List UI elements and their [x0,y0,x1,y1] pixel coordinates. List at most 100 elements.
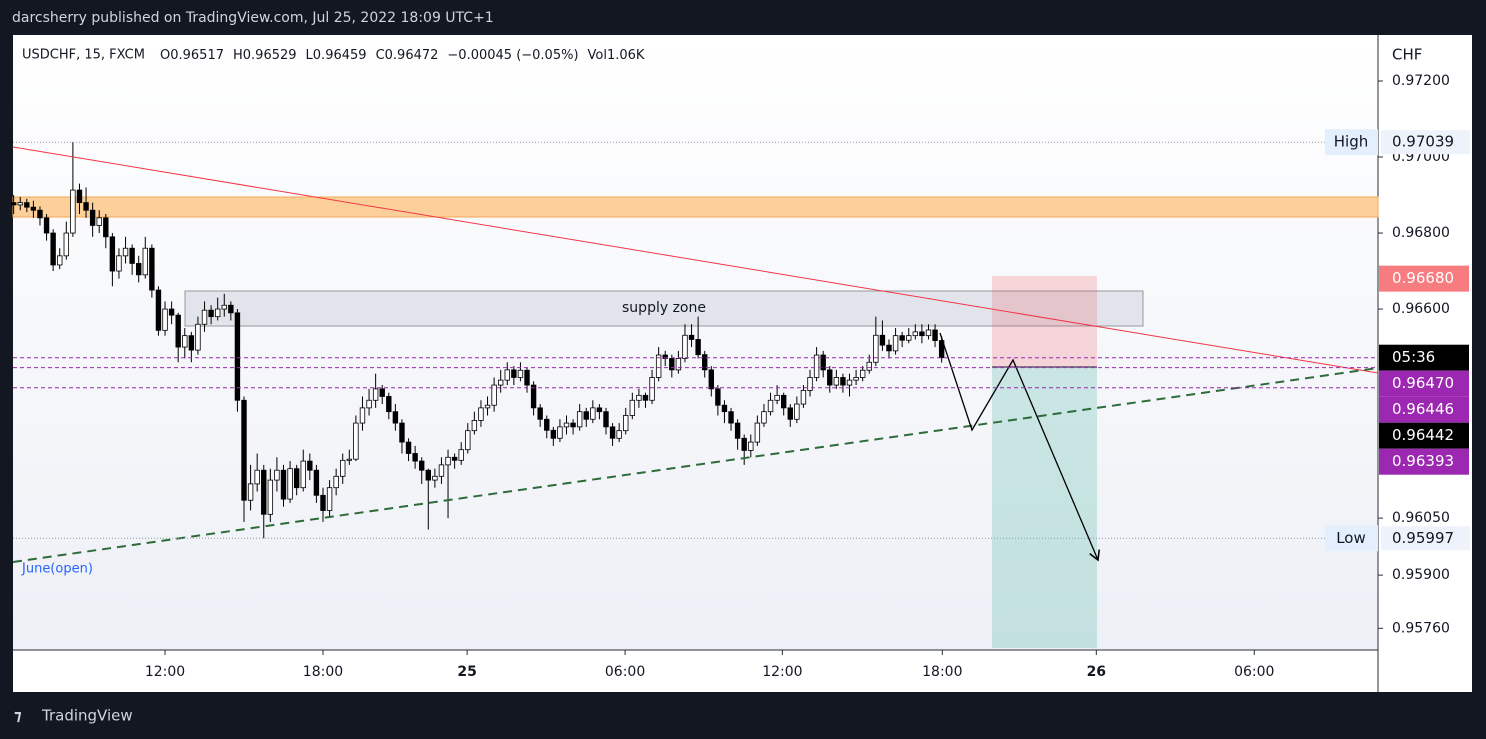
candle-body [583,411,589,420]
x-tick-label: 26 [1087,664,1106,680]
candle-body [800,389,807,405]
candle-body [451,456,458,461]
candle-body [168,308,175,316]
candle-body [636,394,642,401]
candle-body [886,344,892,352]
candle-body [445,456,451,466]
candle-body [787,407,793,420]
candle-body [274,469,280,481]
candle-body [590,407,596,420]
candle-body [359,407,366,424]
high-tag [1325,129,1378,156]
candle-body [544,418,550,431]
price-label: 0.96470 [1392,374,1454,392]
low-name: Low [1336,529,1366,547]
price-label-box [1379,265,1469,292]
candle-body [642,394,649,401]
candle-body [155,289,162,331]
candle-body [76,189,83,204]
candle-body [261,469,267,515]
candle-body [195,323,201,351]
candle-body [241,399,247,501]
candle-body [675,358,682,371]
candle-body [109,236,116,272]
candle-body [524,369,530,386]
candle-body [353,422,359,460]
candle-body [149,247,155,291]
candle-body [517,369,524,378]
candle-body [906,335,912,341]
y-tick-label: 0.95900 [1392,567,1450,583]
header-item: O0.96517 [160,48,224,63]
candle-body [234,312,241,401]
price-label-box [1379,422,1469,449]
candle-body [629,399,636,416]
price-label-box [1379,370,1469,397]
projection-arrow [939,332,1101,562]
candle-body [919,331,925,337]
candle-body [399,422,405,443]
caption: darcsherry published on TradingView.com,… [12,10,494,26]
trend-line [12,146,1379,374]
candle-body [419,460,425,471]
candle-body [43,217,50,234]
candle-body [748,441,754,451]
candle-body [767,399,774,413]
candle-body [820,354,826,371]
candle-body [372,388,379,401]
x-tick-label: 25 [457,664,476,680]
candle-body [313,469,320,496]
candle-body [57,255,63,266]
supply-zone-label: supply zone [622,300,706,316]
candle-body [846,379,853,386]
candle-body [603,411,609,428]
y-tick-label: 0.96050 [1392,510,1450,526]
candle-body [840,377,846,386]
candle-body [655,354,662,378]
candle-body [912,331,919,337]
candle-body [116,255,122,272]
candle-body [827,369,833,386]
candle-body [774,394,780,401]
candle-body [708,369,714,390]
candle-body [734,422,741,439]
brand: TradingView [41,707,133,725]
price-label: 0.96680 [1392,269,1454,287]
time-axis [13,650,1378,692]
candle-body [24,202,30,208]
candle-body [754,422,761,443]
high-value-box [1381,130,1470,155]
y-tick-label: 0.96600 [1392,301,1450,317]
candle-body [728,411,734,424]
candle-body [813,354,820,378]
candle-body [530,384,537,409]
y-tick-label: 0.96800 [1392,225,1450,241]
candle-body [221,304,227,310]
candle-body [576,411,583,428]
candle-body [129,247,135,264]
x-tick-label: 18:00 [303,664,343,680]
ohlc: O0.96517 H0.96529 L0.96459 C0.96472 −0.00045… [160,48,645,63]
candle-body [892,335,899,352]
candle-body [326,487,333,511]
candle-body [438,464,445,477]
candle-body [853,377,859,381]
brand-logo: ⁊ [14,707,22,725]
candle-body [247,483,254,501]
candle-body [333,475,339,489]
symbol: USDCHF, 15, FXCM [22,48,145,63]
header-item: −0.00045 (−0.05%) [447,48,578,63]
candle-body [37,209,43,219]
candle-body [497,379,504,386]
candle-body [794,403,800,420]
price-label: 0.96393 [1392,452,1454,470]
candle-body [504,369,510,381]
candle-body [780,394,787,409]
high-name: High [1334,133,1368,151]
candle-body [649,377,655,401]
candle-body [425,469,431,481]
price-label: 0.96446 [1392,400,1454,418]
candle-body [669,358,675,371]
candle-body [70,189,76,234]
candle-body [570,422,576,428]
